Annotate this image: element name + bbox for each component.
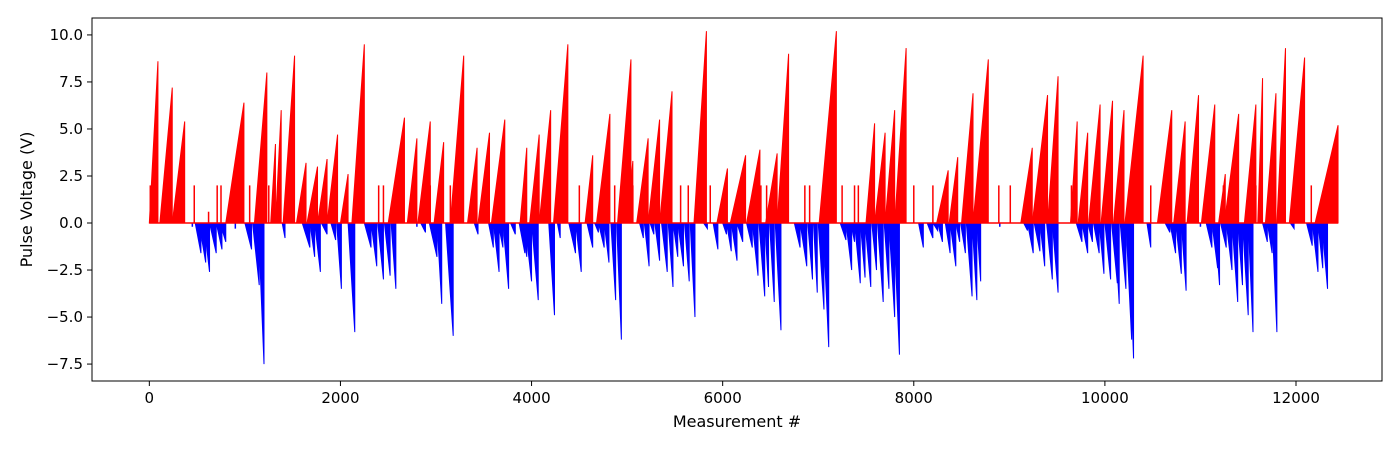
y-tick-label: 0.0 (59, 214, 83, 232)
x-axis-label: Measurement # (673, 412, 801, 431)
x-axis-ticks: 0 2000 4000 6000 8000 10000 12000 (145, 381, 1320, 407)
y-tick-label: 7.5 (59, 73, 83, 91)
x-tick-label: 6000 (704, 389, 742, 407)
x-tick-label: 10000 (1081, 389, 1129, 407)
y-tick-label: 5.0 (59, 120, 83, 138)
x-tick-label: 0 (145, 389, 155, 407)
y-axis-ticks: −7.5 −5.0 −2.5 0.0 2.5 5.0 7.5 10.0 (47, 26, 92, 373)
y-tick-label: 10.0 (50, 26, 83, 44)
x-tick-label: 8000 (895, 389, 933, 407)
plot-frame (91, 17, 1383, 382)
y-tick-label: 2.5 (59, 167, 83, 185)
x-tick-label: 2000 (321, 389, 359, 407)
y-axis-label: Pulse Voltage (V) (17, 132, 36, 268)
x-tick-label: 4000 (512, 389, 550, 407)
y-tick-label: −2.5 (47, 261, 83, 279)
y-tick-label: −7.5 (47, 355, 83, 373)
x-tick-label: 12000 (1272, 389, 1320, 407)
bar-series-group (148, 31, 1339, 365)
y-tick-label: −5.0 (47, 308, 83, 326)
